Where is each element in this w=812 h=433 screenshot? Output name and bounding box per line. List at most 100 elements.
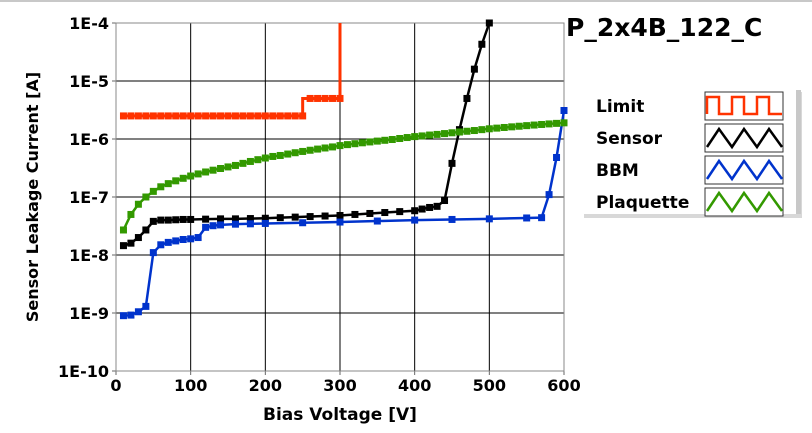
- data-point: [470, 65, 478, 73]
- data-point: [321, 212, 329, 220]
- data-point: [314, 145, 322, 153]
- data-point: [426, 203, 434, 211]
- data-point: [336, 211, 344, 219]
- y-tick-label: 1E-10: [58, 362, 109, 381]
- y-tick-label: 1E-5: [69, 72, 109, 91]
- data-point: [164, 180, 172, 188]
- y-tick-label: 1E-7: [69, 188, 109, 207]
- data-point: [545, 191, 553, 199]
- data-point: [463, 127, 471, 135]
- data-point: [246, 157, 254, 165]
- data-point: [157, 112, 165, 120]
- data-point: [485, 215, 493, 223]
- data-point: [336, 218, 344, 226]
- data-point: [329, 143, 337, 151]
- data-point: [523, 214, 531, 222]
- data-point: [157, 183, 165, 191]
- data-point: [187, 172, 195, 180]
- data-point: [366, 138, 374, 146]
- data-point: [508, 123, 516, 131]
- data-point: [179, 236, 187, 244]
- data-point: [485, 125, 493, 133]
- data-point: [269, 112, 277, 120]
- data-point: [329, 94, 337, 102]
- data-point: [485, 19, 493, 27]
- data-point: [254, 156, 262, 164]
- data-point: [142, 112, 150, 120]
- data-point: [523, 122, 531, 130]
- data-point: [538, 214, 546, 222]
- data-point: [343, 141, 351, 149]
- data-point: [187, 112, 195, 120]
- data-point: [149, 112, 157, 120]
- data-point: [299, 112, 307, 120]
- data-point: [396, 208, 404, 216]
- data-point: [433, 130, 441, 138]
- data-point: [396, 135, 404, 143]
- data-point: [269, 152, 277, 160]
- data-point: [306, 213, 314, 221]
- data-point: [231, 215, 239, 223]
- data-point: [127, 311, 135, 319]
- data-point: [149, 249, 157, 257]
- data-point: [448, 129, 456, 137]
- series-sensor: [119, 19, 493, 250]
- legend-line-icon: [705, 190, 784, 214]
- x-tick-label: 300: [323, 376, 356, 395]
- series-plaquette: [119, 119, 568, 234]
- data-point: [194, 234, 202, 242]
- data-point: [187, 235, 195, 243]
- data-point: [231, 220, 239, 228]
- data-point: [172, 237, 180, 245]
- data-point: [164, 216, 172, 224]
- data-point: [217, 215, 225, 223]
- data-point: [291, 149, 299, 157]
- data-point: [291, 213, 299, 221]
- data-point: [261, 219, 269, 227]
- data-point: [336, 142, 344, 150]
- series-line: [123, 110, 566, 317]
- data-point: [455, 128, 463, 136]
- data-point: [418, 132, 426, 140]
- data-point: [202, 215, 210, 223]
- data-point: [134, 200, 142, 208]
- data-point: [553, 153, 561, 161]
- data-point: [164, 112, 172, 120]
- legend-label-bbm: BBM: [596, 161, 639, 181]
- data-point: [478, 126, 486, 134]
- legend-label-sensor: Sensor: [596, 129, 663, 149]
- data-point: [500, 123, 508, 131]
- data-point: [478, 40, 486, 48]
- y-tick-label: 1E-9: [69, 304, 109, 323]
- data-point: [314, 94, 322, 102]
- data-point: [441, 197, 449, 205]
- data-point: [119, 112, 127, 120]
- data-point: [276, 151, 284, 159]
- data-point: [231, 112, 239, 120]
- data-point: [217, 165, 225, 173]
- legend-line-icon: [705, 126, 784, 150]
- data-point: [142, 302, 150, 310]
- data-point: [411, 207, 419, 215]
- series-limit: [119, 23, 344, 120]
- data-point: [411, 133, 419, 141]
- data-point: [530, 121, 538, 129]
- y-tick-label: 1E-6: [69, 130, 109, 149]
- data-point: [321, 144, 329, 152]
- chart-title: P_2x4B_122_C: [566, 13, 762, 42]
- data-point: [202, 112, 210, 120]
- legend-line-icon: [705, 158, 784, 182]
- legend-scrollbar[interactable]: [796, 90, 801, 214]
- x-tick-label: 500: [473, 376, 506, 395]
- data-point: [448, 215, 456, 223]
- data-point: [493, 124, 501, 132]
- x-axis-label: Bias Voltage [V]: [263, 405, 417, 425]
- data-point: [553, 119, 561, 127]
- grid: [112, 22, 565, 375]
- data-point: [134, 234, 142, 242]
- series-layer: [119, 19, 568, 320]
- data-point: [217, 221, 225, 229]
- data-point: [187, 215, 195, 223]
- x-tick-label: 400: [398, 376, 431, 395]
- data-point: [381, 209, 389, 217]
